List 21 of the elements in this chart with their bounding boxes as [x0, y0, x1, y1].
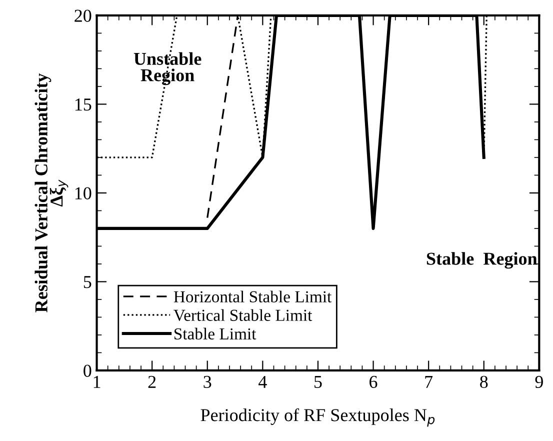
x-tick-label: 6: [370, 376, 378, 388]
x-tick-label: 5: [314, 376, 322, 388]
x-tick-label: 3: [204, 376, 212, 388]
x-tick-label: 2: [148, 376, 156, 388]
x-tick-label: 4: [258, 376, 267, 388]
annotation: Stable Region: [426, 252, 538, 269]
y-tick-label: 10: [75, 187, 92, 200]
x-tick-label: 7: [425, 376, 433, 388]
y-tick-label: 20: [74, 10, 92, 22]
annotation: Unstable Region: [134, 52, 202, 86]
y-axis-title: Residual Vertical Chromaticity Δξ$_{y}$: [34, 73, 68, 312]
legend-label: Stable Limit: [174, 328, 256, 340]
x-tick-label: 9: [535, 376, 543, 388]
x-tick-label: 8: [480, 376, 488, 388]
x-axis-title: Periodicity of RF Sextupoles N$_{p}$: [200, 408, 435, 427]
y-tick-label: 5: [84, 276, 92, 288]
y-tick-label: 15: [75, 98, 92, 111]
legend-label: Vertical Stable Limit: [174, 309, 312, 322]
legend-label: Horizontal Stable Limit: [174, 290, 332, 302]
y-tick-label: 0: [84, 364, 92, 377]
x-tick-label: 1: [94, 376, 100, 388]
